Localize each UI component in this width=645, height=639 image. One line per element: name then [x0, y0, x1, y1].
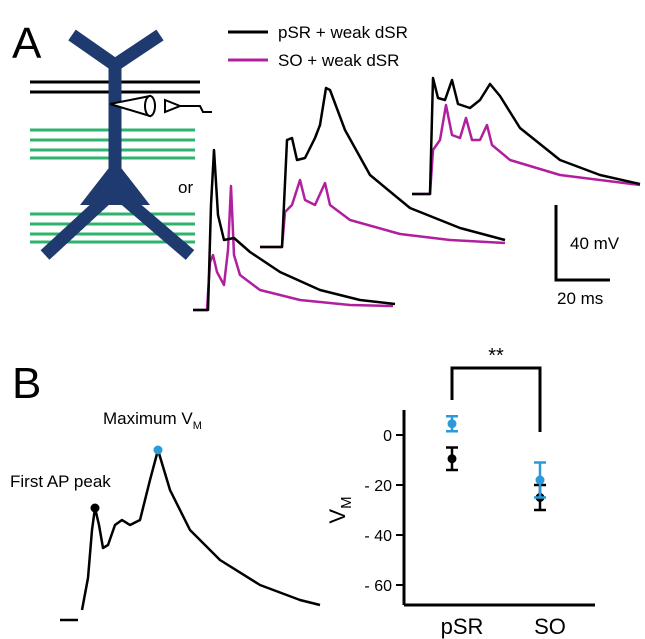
- data-point: [535, 475, 545, 485]
- legend-label: pSR + weak dSR: [278, 23, 408, 42]
- y-tick-label: 0: [383, 428, 392, 445]
- y-tick-label: - 40: [364, 528, 392, 545]
- x-tick-label: SO: [534, 614, 566, 639]
- or-label: or: [178, 178, 193, 197]
- y-tick-label: - 60: [364, 578, 392, 595]
- data-point: [447, 454, 457, 464]
- annotation-text: Maximum V: [103, 409, 193, 428]
- annotation: First AP peak: [10, 472, 111, 491]
- scale-bar: [554, 205, 610, 282]
- traces: [193, 76, 641, 312]
- marker: [153, 445, 163, 455]
- annotation-subscript: M: [193, 420, 202, 432]
- x-tick-label: pSR: [441, 614, 484, 639]
- y-tick-label: - 20: [364, 478, 392, 495]
- chart: 0 - 20 - 40 - 60 pSR SO VM **: [325, 345, 595, 639]
- y-axis-label-subscript: M: [338, 496, 355, 509]
- panel-label: B: [12, 359, 41, 408]
- panel-label: A: [12, 19, 42, 68]
- annotation: Maximum VM: [103, 409, 202, 432]
- scale-label: 40 mV: [570, 234, 620, 253]
- y-axis-label-text: V: [325, 509, 350, 524]
- scale-label: 20 ms: [557, 289, 603, 308]
- legend-label: SO + weak dSR: [278, 51, 399, 70]
- marker: [90, 503, 100, 513]
- significance-label: **: [488, 345, 504, 367]
- neuron-diagram: [30, 29, 212, 260]
- data-point: [447, 419, 457, 429]
- y-axis-label: VM: [325, 496, 355, 523]
- significance-bracket: [450, 366, 542, 432]
